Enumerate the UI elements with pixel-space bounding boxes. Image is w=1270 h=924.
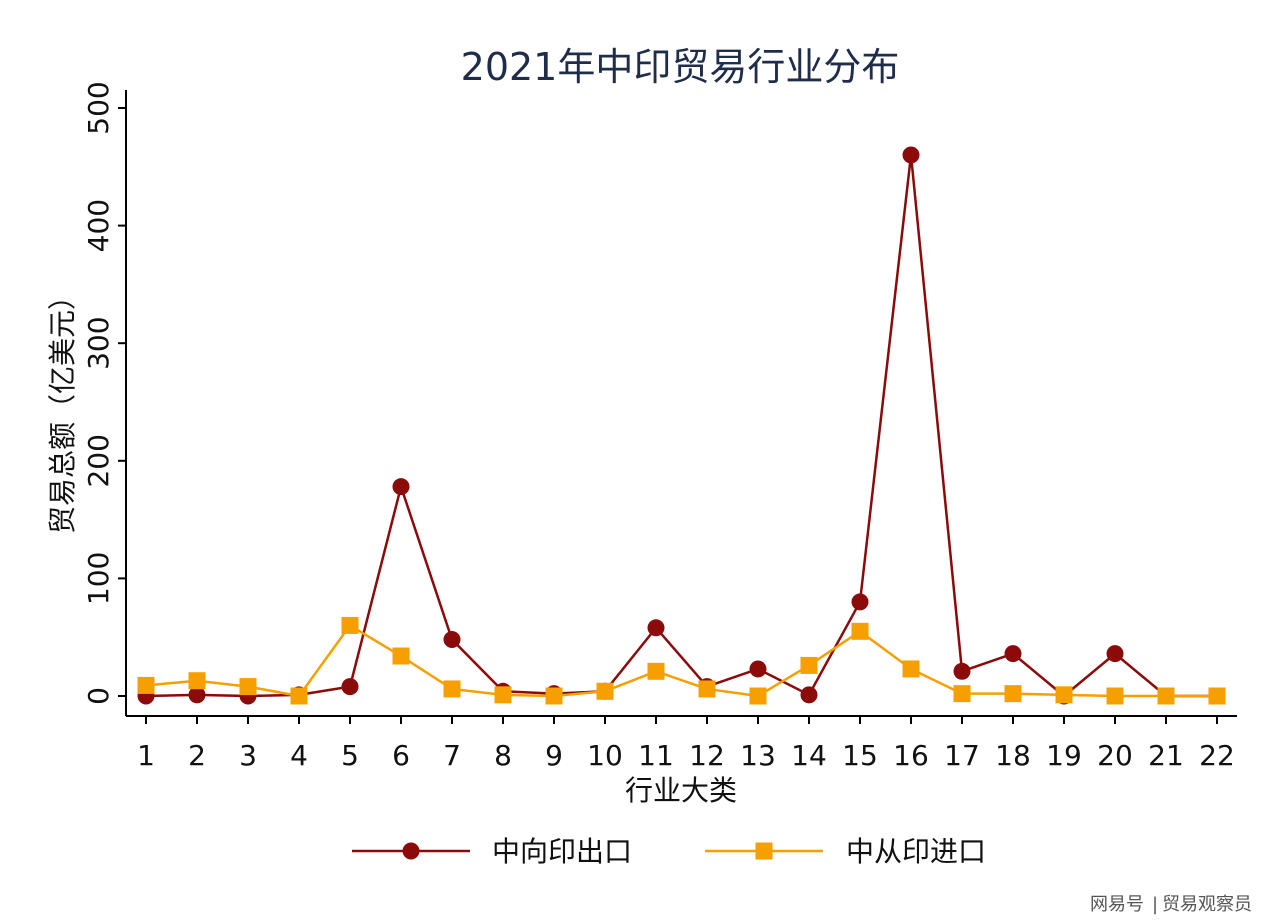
series-1-point (1106, 645, 1124, 663)
y-tick-label: 400 (82, 199, 115, 252)
series-2-point (392, 647, 410, 665)
legend-label-1: 中向印出口 (492, 835, 632, 868)
series-1-point (800, 686, 818, 704)
series-line-2 (145, 623, 1217, 698)
x-tick-label: 9 (545, 739, 563, 772)
series-2-point (443, 680, 461, 698)
x-tick-label: 8 (494, 739, 512, 772)
x-tick-label: 18 (995, 739, 1031, 772)
series-2-point (188, 672, 206, 690)
series-2-point (647, 662, 665, 680)
x-tick-label: 4 (290, 739, 308, 772)
x-tick-label: 3 (239, 739, 257, 772)
series-2-point (800, 656, 818, 674)
x-tick-label: 15 (842, 739, 878, 772)
x-tick-label: 17 (944, 739, 980, 772)
y-axis-title: 贸易总额（亿美元） (46, 282, 79, 534)
series-2-point (1055, 686, 1073, 704)
x-tick-label: 14 (791, 739, 827, 772)
series-1-point (749, 660, 767, 678)
legend-marker-2 (755, 842, 773, 860)
series-1-point (647, 619, 665, 637)
series-2-point (596, 682, 614, 700)
series-1-point (953, 662, 971, 680)
plot-area (137, 146, 1226, 705)
series-2-point (1157, 687, 1175, 705)
series-2-point (749, 687, 767, 705)
x-tick-label: 13 (740, 739, 776, 772)
legend-label-2: 中从印进口 (846, 835, 986, 868)
watermark-right: 贸易观察员 (1162, 894, 1252, 915)
series-1-point (341, 678, 359, 696)
series-1-point (851, 593, 869, 611)
series-2-point (1004, 685, 1022, 703)
x-tick-label: 12 (689, 739, 725, 772)
series-2-point (341, 616, 359, 634)
series-1-point (902, 146, 920, 164)
y-tick-label: 300 (82, 316, 115, 369)
series-1-point (392, 478, 410, 496)
series-2-point (1106, 687, 1124, 705)
series-1-point (1004, 645, 1022, 663)
series-2-point (1208, 687, 1226, 705)
x-tick-label: 19 (1046, 739, 1082, 772)
x-tick-label: 21 (1148, 739, 1184, 772)
series-2-point (290, 687, 308, 705)
y-tick-label: 100 (82, 552, 115, 605)
chart-title: 2021年中印贸易行业分布 (461, 45, 900, 89)
x-tick-label: 10 (587, 739, 623, 772)
legend-marker-1 (402, 842, 420, 860)
x-tick-label: 1 (137, 739, 155, 772)
watermark-left: 网易号 (1090, 894, 1144, 915)
x-tick-label: 6 (392, 739, 410, 772)
x-tick-label: 22 (1199, 739, 1235, 772)
y-tick-label: 200 (82, 434, 115, 487)
series-2-point (698, 680, 716, 698)
watermark-separator: | (1152, 894, 1158, 915)
series-2-point (953, 685, 971, 703)
x-tick-label: 20 (1097, 739, 1133, 772)
y-tick-label: 0 (82, 687, 115, 705)
series-1-point (443, 631, 461, 649)
x-tick-label: 11 (638, 739, 674, 772)
x-tick-label: 5 (341, 739, 359, 772)
x-tick-label: 16 (893, 739, 929, 772)
series-2-point (137, 676, 155, 694)
x-tick-label: 2 (188, 739, 206, 772)
series-2-point (851, 622, 869, 640)
x-axis-title: 行业大类 (625, 774, 737, 807)
series-2-point (239, 678, 257, 696)
series-2-point (494, 686, 512, 704)
y-tick-label: 500 (82, 81, 115, 134)
series-2-point (545, 687, 563, 705)
watermark: 网易号 | 贸易观察员 (1090, 894, 1252, 915)
legend: 中向印出口 中从印进口 (352, 835, 986, 868)
series-line-1 (145, 154, 1217, 698)
series-1-point (188, 686, 206, 704)
x-tick-label: 7 (443, 739, 461, 772)
series-2-point (902, 660, 920, 678)
